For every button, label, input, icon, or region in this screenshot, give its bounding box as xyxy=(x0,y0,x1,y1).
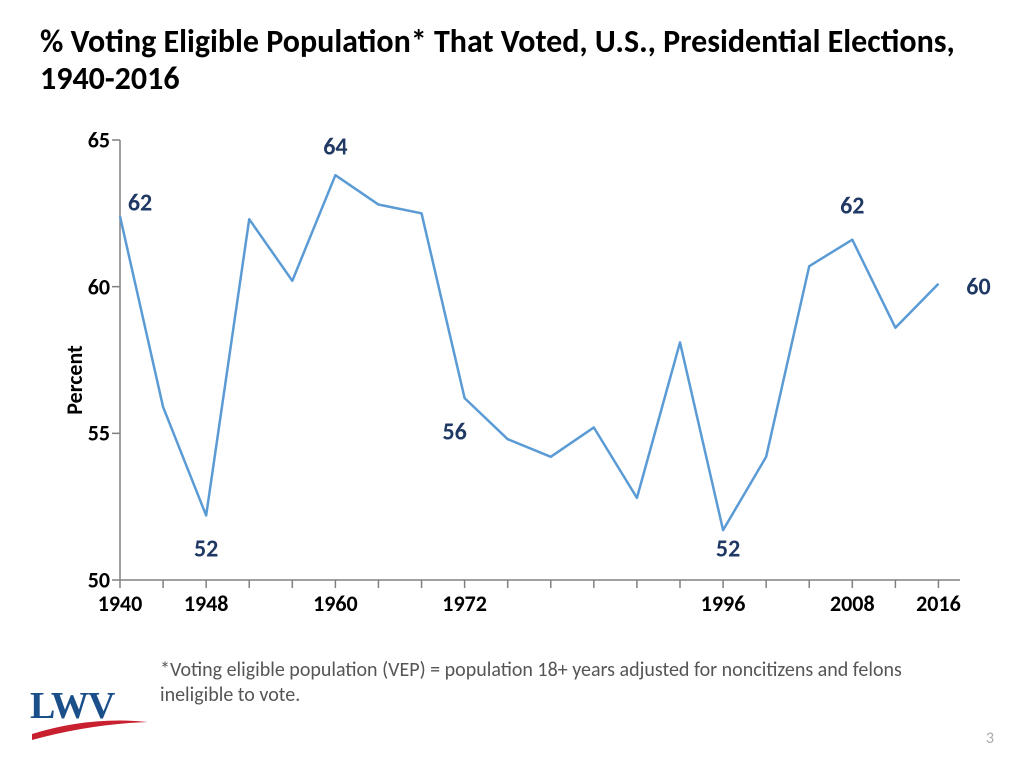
page-number: 3 xyxy=(986,729,994,748)
data-point-label: 64 xyxy=(323,133,347,162)
x-tick-label: 1960 xyxy=(313,590,358,617)
x-tick-label: 1996 xyxy=(701,590,746,617)
plot-area: 5055606519401948196019721996200820166252… xyxy=(120,140,960,580)
lwv-logo: LWV xyxy=(30,684,114,728)
data-point-label: 52 xyxy=(716,535,740,564)
data-line xyxy=(120,175,938,530)
slide: % Voting Eligible Population* That Voted… xyxy=(0,0,1024,768)
page-title: % Voting Eligible Population* That Voted… xyxy=(40,24,984,98)
y-tick-label: 55 xyxy=(88,420,110,447)
y-tick-label: 65 xyxy=(88,127,110,154)
footnote: *Voting eligible population (VEP) = popu… xyxy=(160,658,944,708)
data-point-label: 62 xyxy=(128,189,152,218)
y-tick-label: 60 xyxy=(88,273,110,300)
x-tick-label: 2008 xyxy=(830,590,875,617)
data-point-label: 52 xyxy=(194,535,218,564)
x-tick-label: 1948 xyxy=(184,590,229,617)
data-point-label: 62 xyxy=(840,192,864,221)
x-tick-label: 1940 xyxy=(98,590,143,617)
logo-swoosh-icon xyxy=(30,714,150,742)
x-tick-label: 1972 xyxy=(442,590,487,617)
y-axis-label: Percent xyxy=(61,345,88,414)
x-tick-label: 2016 xyxy=(916,590,961,617)
data-point-label: 56 xyxy=(442,418,466,447)
chart-container: Percent 50556065194019481960197219962008… xyxy=(60,140,960,620)
data-point-label: 60 xyxy=(966,272,990,301)
